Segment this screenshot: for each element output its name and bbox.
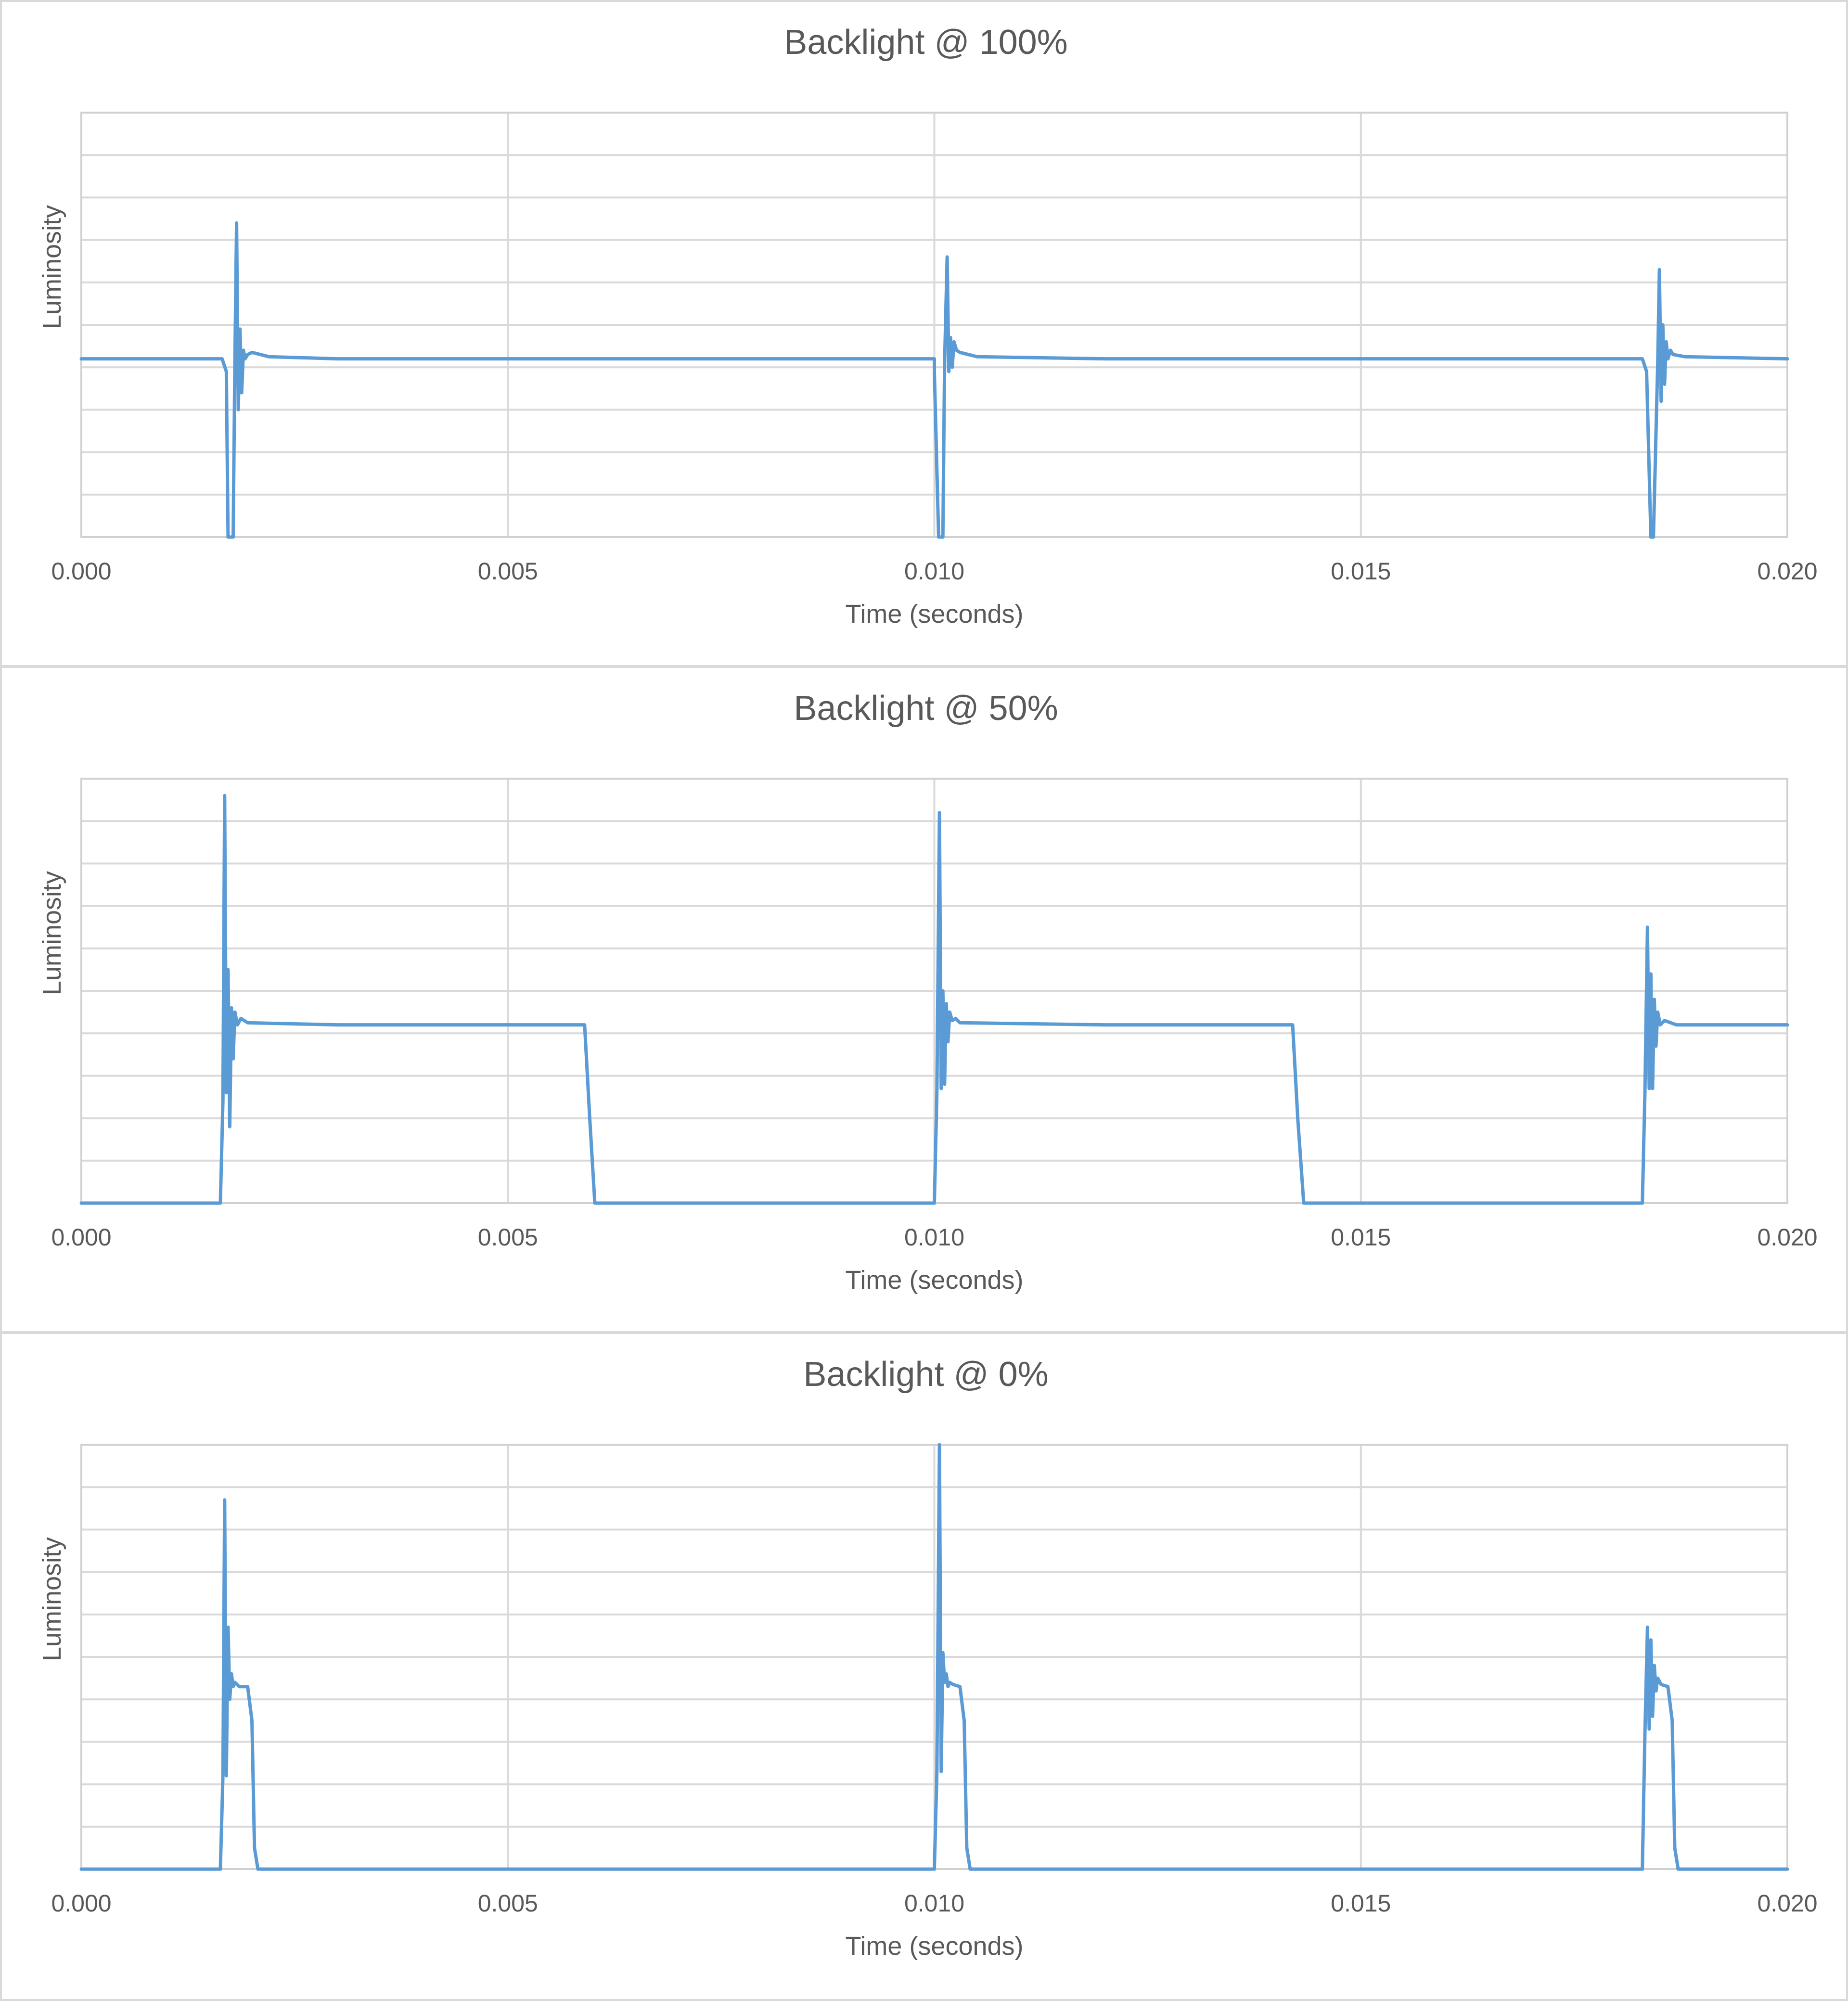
x-tick-label: 0.020 [1757, 558, 1817, 585]
x-axis-title: Time (seconds) [845, 600, 1023, 629]
x-tick-label: 0.010 [904, 1224, 964, 1251]
x-axis-title: Time (seconds) [845, 1932, 1023, 1961]
x-tick-label: 0.010 [904, 558, 964, 585]
x-tick-labels: 0.000 0.005 0.010 0.015 0.020 [51, 1890, 1817, 1917]
series-line-luminosity [79, 794, 1789, 1205]
chart-svg: Backlight @ 50% 0.000 0.005 0.010 0.015 0.020… [38, 689, 1818, 1295]
series-line-luminosity [79, 1443, 1789, 1871]
chart-panel-backlight-50: Backlight @ 50% 0.000 0.005 0.010 0.015 0.020… [0, 666, 1848, 1333]
x-tick-label: 0.000 [51, 1224, 111, 1251]
plot-area-border [80, 112, 1788, 538]
x-tick-label: 0.000 [51, 1890, 111, 1917]
x-tick-label: 0.005 [478, 558, 538, 585]
x-tick-label: 0.005 [478, 1224, 538, 1251]
x-tick-label: 0.020 [1757, 1890, 1817, 1917]
y-axis-title: Luminosity [38, 205, 66, 329]
x-tick-labels: 0.000 0.005 0.010 0.015 0.020 [51, 558, 1817, 585]
x-axis-title: Time (seconds) [845, 1266, 1023, 1295]
y-axis-title: Luminosity [38, 1537, 66, 1661]
chart-panel-backlight-100: Backlight @ 100% 0.000 0.005 0.010 0.015 0.02… [0, 0, 1848, 667]
y-axis-title: Luminosity [38, 871, 66, 995]
chart-title: Backlight @ 0% [803, 1355, 1048, 1394]
x-tick-label: 0.015 [1331, 1890, 1391, 1917]
x-tick-label: 0.010 [904, 1890, 964, 1917]
series-line-luminosity [79, 221, 1789, 539]
x-tick-label: 0.020 [1757, 1224, 1817, 1251]
chart-svg: Backlight @ 0% 0.000 0.005 0.010 0.015 0.020 T… [38, 1355, 1818, 1961]
x-tick-label: 0.015 [1331, 558, 1391, 585]
x-tick-labels: 0.000 0.005 0.010 0.015 0.020 [51, 1224, 1817, 1251]
x-tick-label: 0.015 [1331, 1224, 1391, 1251]
chart-svg: Backlight @ 100% 0.000 0.005 0.010 0.015 0.02… [38, 23, 1818, 629]
x-tick-label: 0.000 [51, 558, 111, 585]
chart-panel-backlight-0: Backlight @ 0% 0.000 0.005 0.010 0.015 0.020 T… [0, 1332, 1848, 2001]
chart-title: Backlight @ 100% [784, 23, 1067, 62]
x-tick-label: 0.005 [478, 1890, 538, 1917]
chart-title: Backlight @ 50% [794, 689, 1058, 728]
